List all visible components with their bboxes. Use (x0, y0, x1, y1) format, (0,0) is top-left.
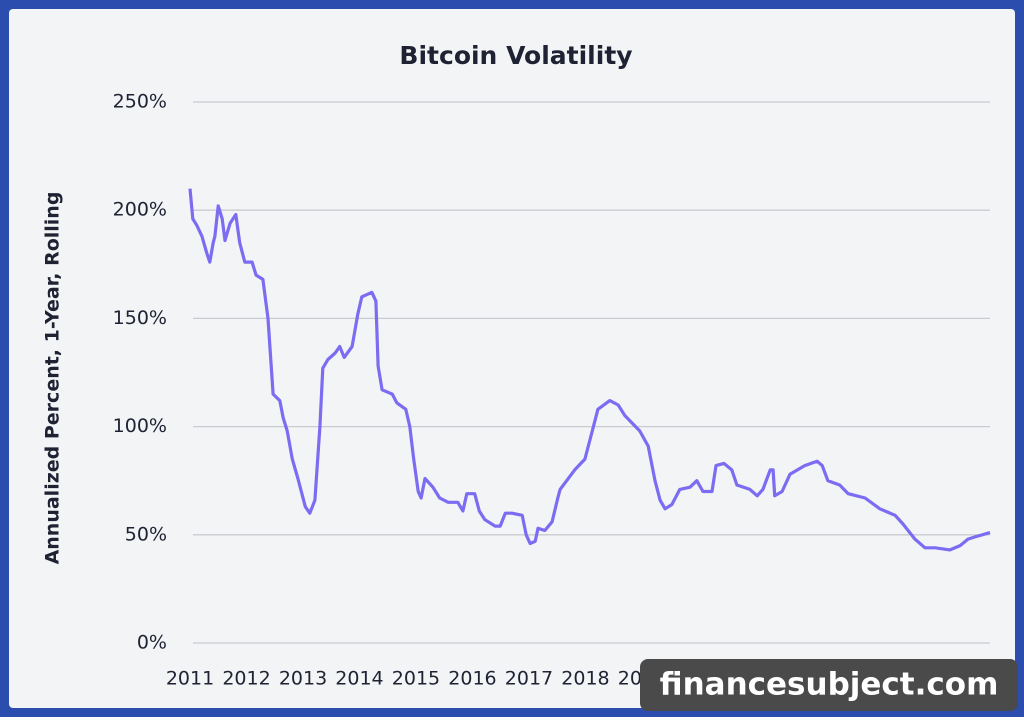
x-tick-label: 2011 (166, 668, 214, 690)
y-tick-label: 200% (113, 199, 167, 221)
x-tick-label: 2015 (392, 668, 440, 690)
x-tick-label: 2017 (505, 668, 553, 690)
y-tick-label: 50% (125, 523, 167, 545)
x-tick-label: 2018 (561, 668, 609, 690)
x-tick-label: 2012 (222, 668, 270, 690)
watermark: financesubject.com (660, 667, 999, 703)
data-line (188, 188, 991, 552)
plot (188, 188, 991, 552)
y-tick-label: 150% (113, 307, 167, 329)
y-tick-label: 250% (113, 91, 167, 113)
x-tick-label: 2013 (279, 668, 327, 690)
grid (193, 101, 990, 644)
y-axis-title: Annualized Percent, 1-Year, Rolling (42, 192, 64, 565)
y-tick-label: 0% (137, 632, 167, 654)
background (9, 9, 1015, 708)
x-tick-label: 2014 (335, 668, 383, 690)
y-tick-label: 100% (113, 415, 167, 437)
x-tick-label: 2016 (448, 668, 496, 690)
watermark-box (640, 659, 1018, 711)
chart-title: Bitcoin Volatility (399, 41, 632, 70)
